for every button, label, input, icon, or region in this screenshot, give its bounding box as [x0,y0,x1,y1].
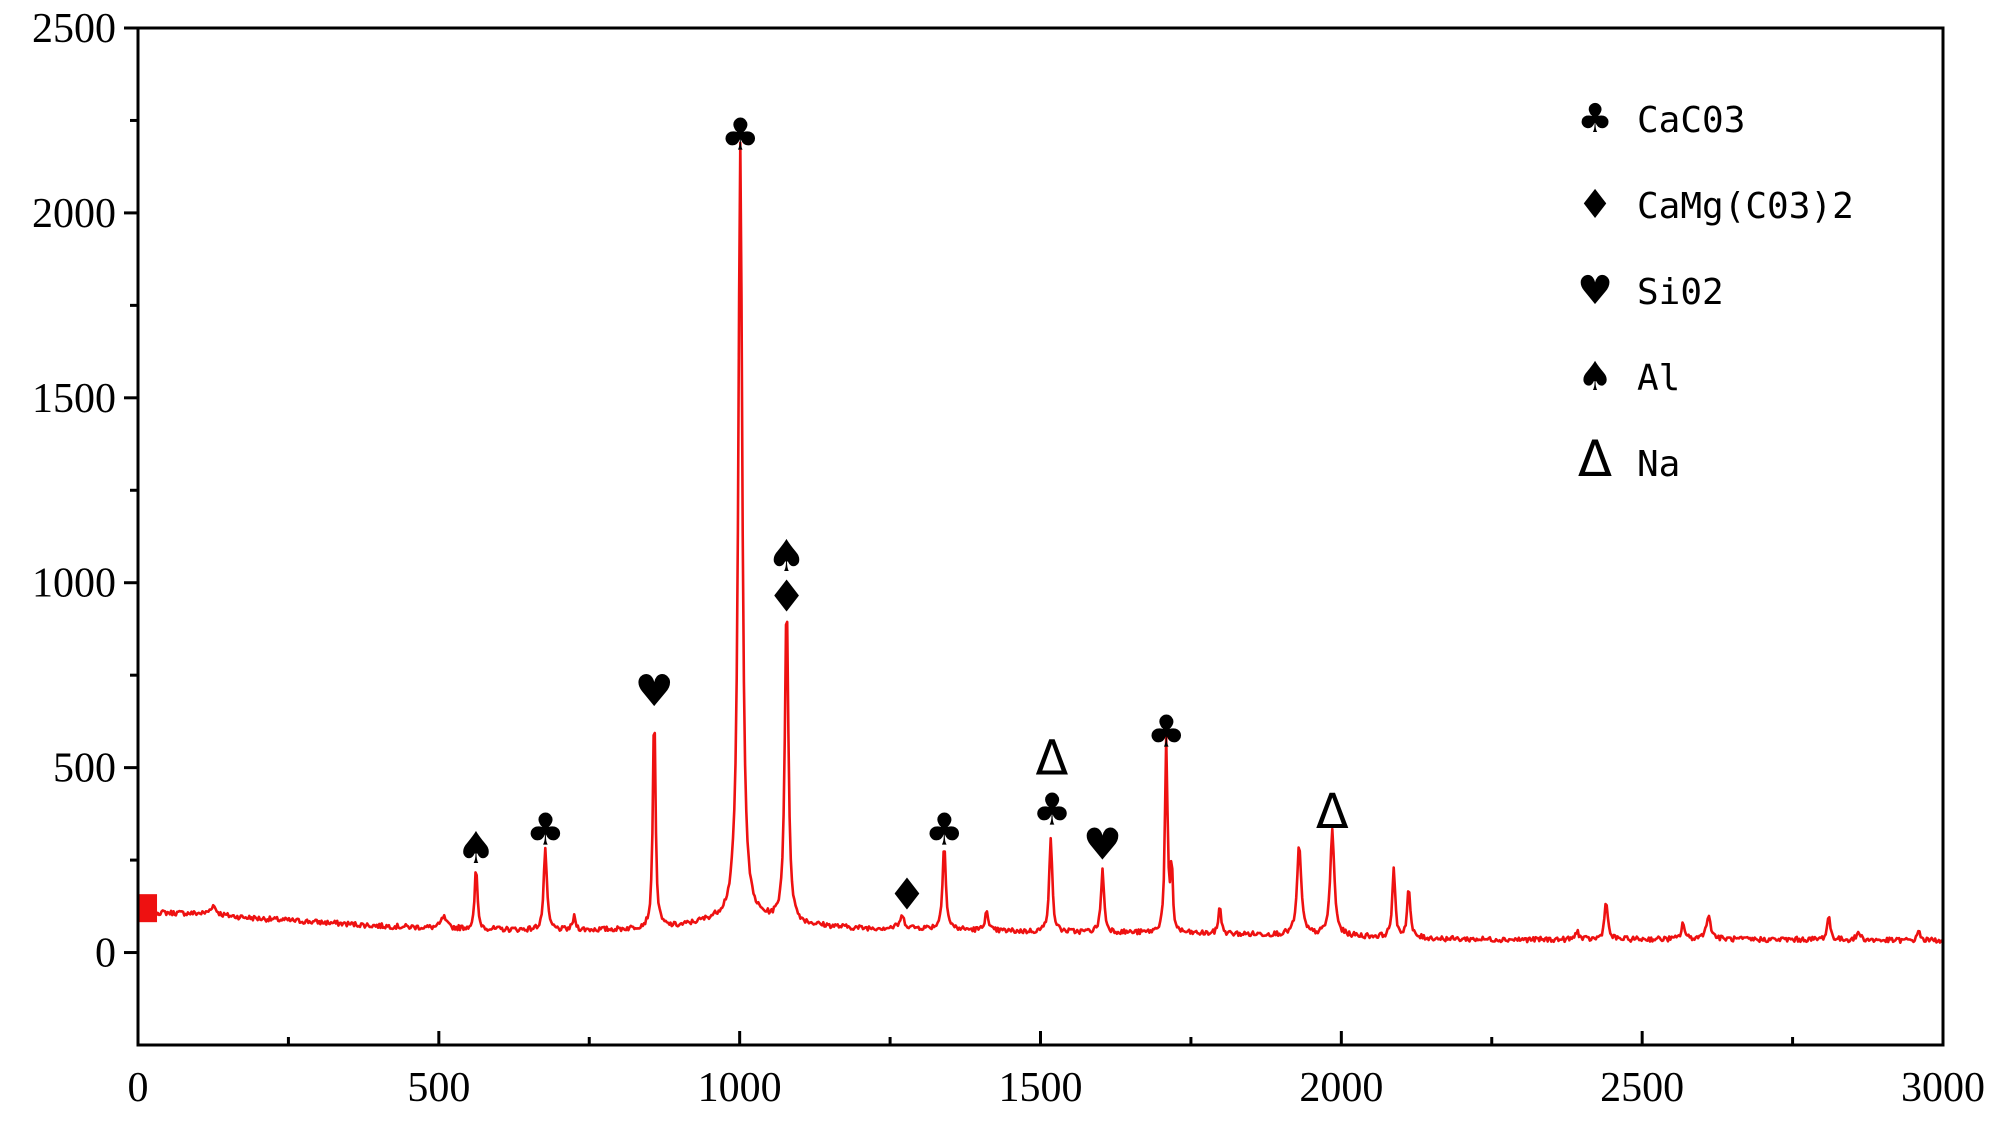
peak-marker-club: ♣ [526,805,565,856]
legend-label: Al [1637,358,1680,399]
y-tick-label: 1000 [32,561,116,607]
legend-marker-diamond: ♦ [1577,182,1613,228]
x-tick-label: 2500 [1600,1065,1684,1111]
y-tick-label: 0 [95,931,116,977]
peak-marker-triangle-open: Δ [1316,784,1349,840]
peak-marker-diamond: ♦ [767,572,806,623]
legend-item: ♦ CaMg(C03)2 [1577,182,1854,228]
legend-label: CaMg(C03)2 [1637,186,1854,227]
legend-label: Na [1637,444,1680,485]
peak-marker-club: ♣ [721,109,760,160]
legend: ♣ CaC03 ♦ CaMg(C03)2 ♥ Si02 ♠ Al Δ Na [1577,96,1854,488]
y-tick-label: 2000 [32,191,116,237]
series-line [139,141,1944,945]
peak-marker-triangle-open: Δ [1036,730,1069,786]
legend-item: ♣ CaC03 [1577,96,1745,142]
legend-label: Si02 [1637,272,1724,313]
legend-marker-spade: ♠ [1577,354,1613,400]
series-start-marker [137,894,158,923]
peak-marker-heart: ♥ [635,666,674,717]
axes: 0 500 1000 1500 2000 2500 3000 0 500 1000 1500 2000… [32,6,1985,1111]
peak-annotations: ♠ ♣♥♣♠♦♦♣Δ♣♥♣Δ [456,109,1348,920]
x-tick-label: 1000 [698,1065,782,1111]
legend-marker-heart: ♥ [1577,268,1613,314]
peak-marker-club: ♣ [1147,707,1186,758]
legend-item: ♥ Si02 [1577,268,1724,314]
peak-marker-diamond: ♦ [887,869,926,920]
peak-marker-club: ♣ [1032,784,1071,835]
legend-label: CaC03 [1637,100,1745,141]
legend-marker-triangle-open: Δ [1578,430,1612,488]
y-tick-label: 2500 [32,6,116,52]
plot-layer [137,141,1944,945]
peak-marker-spade: ♠ [767,531,806,582]
peak-marker-heart: ♥ [1083,819,1122,870]
peak-marker-spade: ♠ [456,823,495,874]
peak-marker-club: ♣ [925,805,964,856]
x-tick-label: 500 [407,1065,470,1111]
legend-item: ♠ Al [1577,354,1680,400]
x-tick-label: 3000 [1901,1065,1985,1111]
x-tick-label: 2000 [1299,1065,1383,1111]
y-tick-label: 500 [53,746,116,792]
x-tick-label: 1500 [999,1065,1083,1111]
y-tick-label: 1500 [32,376,116,422]
x-tick-label: 0 [128,1065,149,1111]
legend-marker-club: ♣ [1577,96,1613,142]
legend-item: Δ Na [1578,430,1680,488]
